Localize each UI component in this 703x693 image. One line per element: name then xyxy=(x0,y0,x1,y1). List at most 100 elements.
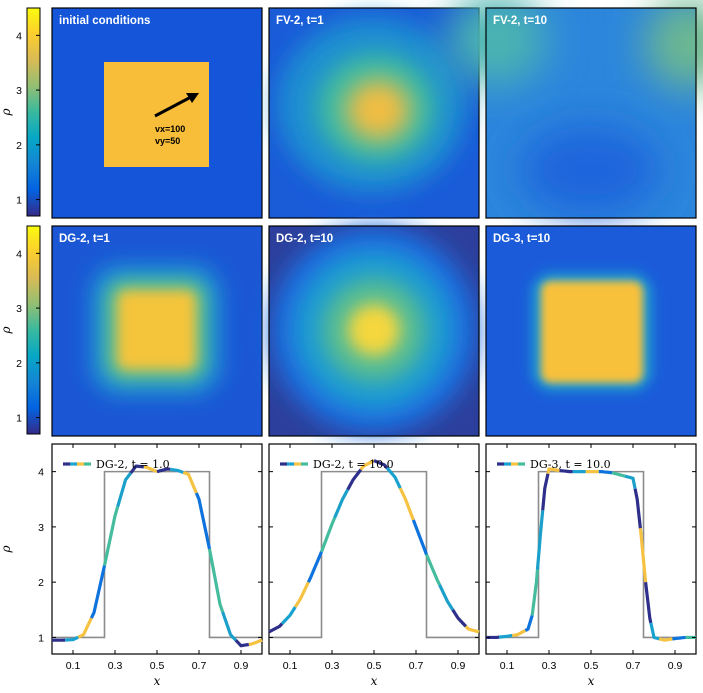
series-segment xyxy=(268,622,284,634)
plot-frame xyxy=(268,443,480,655)
series-segment xyxy=(498,633,513,639)
series-segment xyxy=(511,629,527,638)
x-tick-label: 0.7 xyxy=(626,660,641,672)
series-segment xyxy=(541,473,550,511)
heatmap-panel-fv2-t1: FV-2, t=1 xyxy=(268,7,480,219)
plot-frame xyxy=(51,443,263,655)
x-tick-label: 0.1 xyxy=(283,660,298,672)
series-segment xyxy=(658,637,673,642)
x-tick-label: 0.5 xyxy=(367,660,382,672)
panel-title: DG-2, t=1 xyxy=(59,233,110,245)
series-segment xyxy=(333,488,350,519)
series-segment xyxy=(425,553,442,586)
series-segment xyxy=(64,635,79,642)
series-segment xyxy=(398,487,415,521)
series-segment xyxy=(649,622,660,641)
series-segment xyxy=(546,467,560,475)
series-segment xyxy=(306,551,323,583)
series-segment xyxy=(293,581,310,608)
panel-title: DG-3, t=10 xyxy=(493,233,550,245)
series-line xyxy=(51,464,263,648)
x-tick-label: 0.9 xyxy=(668,660,683,672)
x-tick-label: 0.7 xyxy=(192,660,207,672)
x-tick-label: 0.5 xyxy=(584,660,599,672)
series-segment xyxy=(143,465,158,474)
reference-line xyxy=(269,470,479,639)
colorbar-middle-bar xyxy=(26,225,41,435)
series-segment xyxy=(102,506,120,566)
series-segment xyxy=(451,608,468,628)
panel-frame xyxy=(485,7,697,219)
colorbar-middle-label: ρ xyxy=(0,326,13,334)
y-tick-label: 3 xyxy=(38,522,44,534)
series-segment xyxy=(320,517,337,553)
x-tick-label: 0.7 xyxy=(409,660,424,672)
heatmap-panel-fv2-t10: FV-2, t=10 xyxy=(446,0,703,219)
legend: DG-2, t = 10.0 xyxy=(280,458,394,471)
heatmap-panel-dg2-t1: DG-2, t=1 xyxy=(51,225,263,437)
legend: DG-3, t = 10.0 xyxy=(497,458,611,471)
series-segment xyxy=(89,565,107,619)
series-segment xyxy=(535,510,545,570)
series-segment xyxy=(207,548,225,613)
series-segment xyxy=(194,492,212,550)
colorbar-tick-label: 4 xyxy=(16,30,22,42)
y-ticks: 1 2 3 4 xyxy=(38,467,262,644)
colorbar-top: ρ 1 2 3 4 xyxy=(0,7,41,217)
x-tick-label: 0.9 xyxy=(451,660,466,672)
colorbar-tick-label: 2 xyxy=(16,358,22,370)
legend-label: DG-2, t = 10.0 xyxy=(313,458,394,471)
series-segment xyxy=(77,617,93,639)
panel-frame xyxy=(268,7,480,219)
blob-core xyxy=(348,304,400,356)
blob-core xyxy=(346,80,410,140)
series-segment xyxy=(221,611,237,642)
x-ticks: 0.1 0.3 0.5 0.7 0.9 xyxy=(500,444,683,672)
y-ticks xyxy=(269,471,479,638)
series-segment xyxy=(156,467,171,474)
series-segment xyxy=(248,638,263,647)
series-segment xyxy=(129,464,145,474)
heatmap-panel-dg2-t10: DG-2, t=10 xyxy=(268,225,480,437)
line-plot-dg3-t10: 0.1 0.3 0.5 0.7 0.9 DG-3, t = 10.0 x xyxy=(485,443,697,688)
diffuse-corner xyxy=(645,0,703,89)
panel-title: DG-2, t=10 xyxy=(276,233,333,245)
series-segment xyxy=(438,584,455,611)
line-plot-dg2-t10: 0.1 0.3 0.5 0.7 0.9 DG-2, t = 10.0 x xyxy=(268,443,480,688)
series-segment xyxy=(411,519,428,556)
y-axis-label: ρ xyxy=(0,545,13,553)
line-plot-dg2-t1: 1 2 3 4 0.1 0.3 0.5 0.7 0.9 DG-2, t = 1.0 x ρ xyxy=(0,443,263,688)
series-line xyxy=(485,467,697,642)
colorbar-tick-label: 4 xyxy=(16,248,22,260)
series-segment xyxy=(633,488,642,529)
panel-frame xyxy=(268,225,480,437)
x-tick-label: 0.9 xyxy=(234,660,249,672)
x-tick-label: 0.1 xyxy=(66,660,81,672)
legend-label: DG-2, t = 1.0 xyxy=(96,458,170,471)
colorbar-top-ticks: 1 2 3 4 xyxy=(16,30,40,207)
series-segment xyxy=(359,459,375,471)
x-tick-label: 0.3 xyxy=(325,660,340,672)
series-segment xyxy=(559,468,573,474)
heatmap-panel-initial: vx=100 vy=50 initial conditions xyxy=(51,7,263,219)
x-tick-label: 0.3 xyxy=(108,660,123,672)
colorbar-tick-label: 3 xyxy=(16,85,22,97)
series-segment xyxy=(524,614,534,632)
panel-frame xyxy=(51,225,263,437)
series-segment xyxy=(638,528,648,583)
y-ticks xyxy=(486,471,696,638)
colorbar-top-label: ρ xyxy=(0,108,13,116)
y-tick-label: 1 xyxy=(38,632,44,644)
y-tick-label: 2 xyxy=(38,577,44,589)
velocity-arrowhead xyxy=(186,93,199,103)
series-segment xyxy=(624,474,637,490)
panel-title: initial conditions xyxy=(59,15,150,27)
x-tick-label: 0.3 xyxy=(542,660,557,672)
series-segment xyxy=(530,569,540,616)
series-segment xyxy=(385,466,402,489)
x-ticks: 0.1 0.3 0.5 0.7 0.9 xyxy=(283,444,466,672)
plot-frame xyxy=(485,443,697,655)
colorbar-tick-label: 3 xyxy=(16,303,22,315)
colorbar-tick-label: 1 xyxy=(16,195,22,207)
